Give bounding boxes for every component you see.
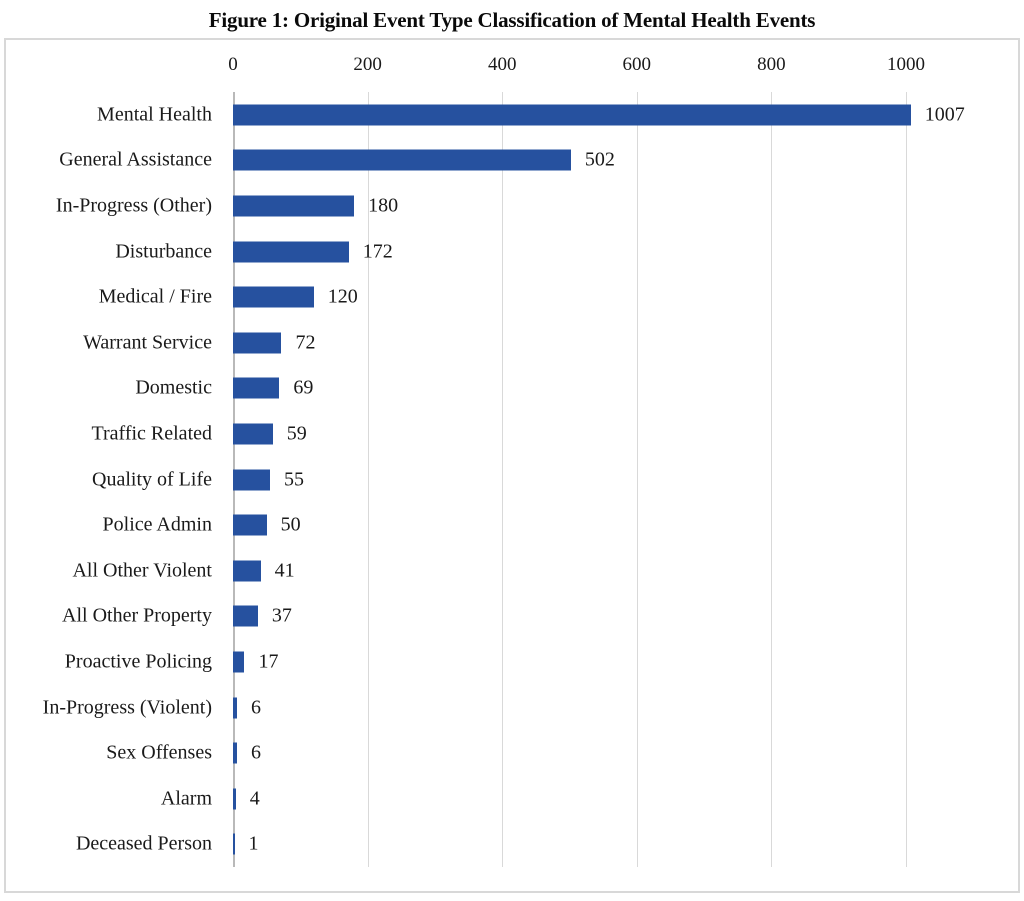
chart-area: 0 200 400 600 800 1000 Mental Health 1007 Gener… [4, 38, 1020, 893]
bar [233, 742, 238, 764]
x-axis-tick-label: 200 [353, 54, 382, 75]
value-label: 37 [271, 604, 292, 627]
value-label: 50 [280, 513, 301, 536]
bar [233, 195, 355, 217]
bar [233, 469, 270, 491]
figure-title: Figure 1: Original Event Type Classifica… [208, 8, 816, 32]
bar-row: Quality of Life 55 [6, 457, 1018, 503]
value-label: 180 [368, 194, 399, 217]
bar-row: General Assistance 502 [6, 138, 1018, 184]
bar-row: Domestic 69 [6, 366, 1018, 412]
x-axis-tick-label: 0 [228, 54, 238, 75]
category-label: Deceased Person [75, 832, 212, 855]
bar [233, 149, 571, 171]
bar [233, 833, 235, 855]
category-label: Disturbance [115, 240, 212, 263]
category-label: Sex Offenses [106, 741, 212, 764]
gridline [502, 92, 504, 867]
value-label: 17 [258, 650, 279, 673]
bar [233, 286, 314, 308]
category-label: Domestic [135, 376, 212, 399]
bar [233, 104, 911, 126]
category-label: Medical / Fire [98, 285, 212, 308]
bar [233, 605, 258, 627]
category-label: Traffic Related [91, 422, 212, 445]
value-label: 59 [286, 422, 307, 445]
x-axis-tick-label: 1000 [887, 54, 925, 75]
bar-row: Disturbance 172 [6, 229, 1018, 275]
category-label: Mental Health [97, 103, 212, 126]
category-label: In-Progress (Other) [55, 194, 212, 217]
value-label: 4 [249, 787, 260, 810]
value-label: 69 [293, 376, 314, 399]
value-label: 1007 [924, 103, 965, 126]
bar-row: Proactive Policing 17 [6, 639, 1018, 685]
bar [233, 514, 267, 536]
value-label: 172 [362, 240, 393, 263]
bar [233, 377, 280, 399]
value-label: 41 [274, 559, 295, 582]
value-label: 6 [251, 696, 262, 719]
value-label: 55 [284, 468, 304, 491]
value-label: 502 [584, 148, 615, 171]
category-label: Proactive Policing [64, 650, 212, 673]
bar [233, 651, 245, 673]
value-label: 1 [248, 832, 259, 855]
bar [233, 332, 282, 354]
bar-row: Police Admin 50 [6, 502, 1018, 548]
category-label: General Assistance [59, 148, 212, 171]
bar [233, 560, 261, 582]
gridline [771, 92, 773, 867]
gridline [636, 92, 638, 867]
gridline [906, 92, 907, 867]
bar-row: Deceased Person 1 [6, 822, 1018, 868]
gridline [367, 92, 369, 867]
bar-row: In-Progress (Other) 180 [6, 183, 1018, 229]
bar [233, 241, 349, 263]
x-axis-tick-label: 600 [622, 54, 652, 75]
bar-row: All Other Property 37 [6, 594, 1018, 640]
bar-row: Sex Offenses 6 [6, 730, 1018, 776]
category-label: All Other Property [62, 604, 212, 627]
bar-row: Mental Health 1007 [6, 92, 1018, 138]
category-label: All Other Violent [72, 559, 212, 582]
x-axis-tick-label: 400 [487, 54, 517, 75]
value-label: 120 [327, 285, 358, 308]
bar-row: All Other Violent 41 [6, 548, 1018, 594]
bar-row: Alarm 4 [6, 776, 1018, 822]
category-label: Quality of Life [92, 468, 212, 491]
bar-row: Medical / Fire 120 [6, 274, 1018, 320]
bar-row: Warrant Service 72 [6, 320, 1018, 366]
bar [233, 423, 273, 445]
x-axis-tick-label: 800 [757, 54, 786, 75]
category-label: Warrant Service [83, 331, 212, 354]
category-label: In-Progress (Violent) [42, 696, 212, 719]
bar-row: Traffic Related 59 [6, 411, 1018, 457]
category-label: Alarm [160, 787, 212, 810]
value-label: 72 [295, 331, 316, 354]
bar-row: In-Progress (Violent) 6 [6, 685, 1018, 731]
category-label: Police Admin [102, 513, 212, 536]
value-label: 6 [251, 741, 262, 764]
bar [233, 697, 238, 719]
bar [233, 788, 236, 810]
